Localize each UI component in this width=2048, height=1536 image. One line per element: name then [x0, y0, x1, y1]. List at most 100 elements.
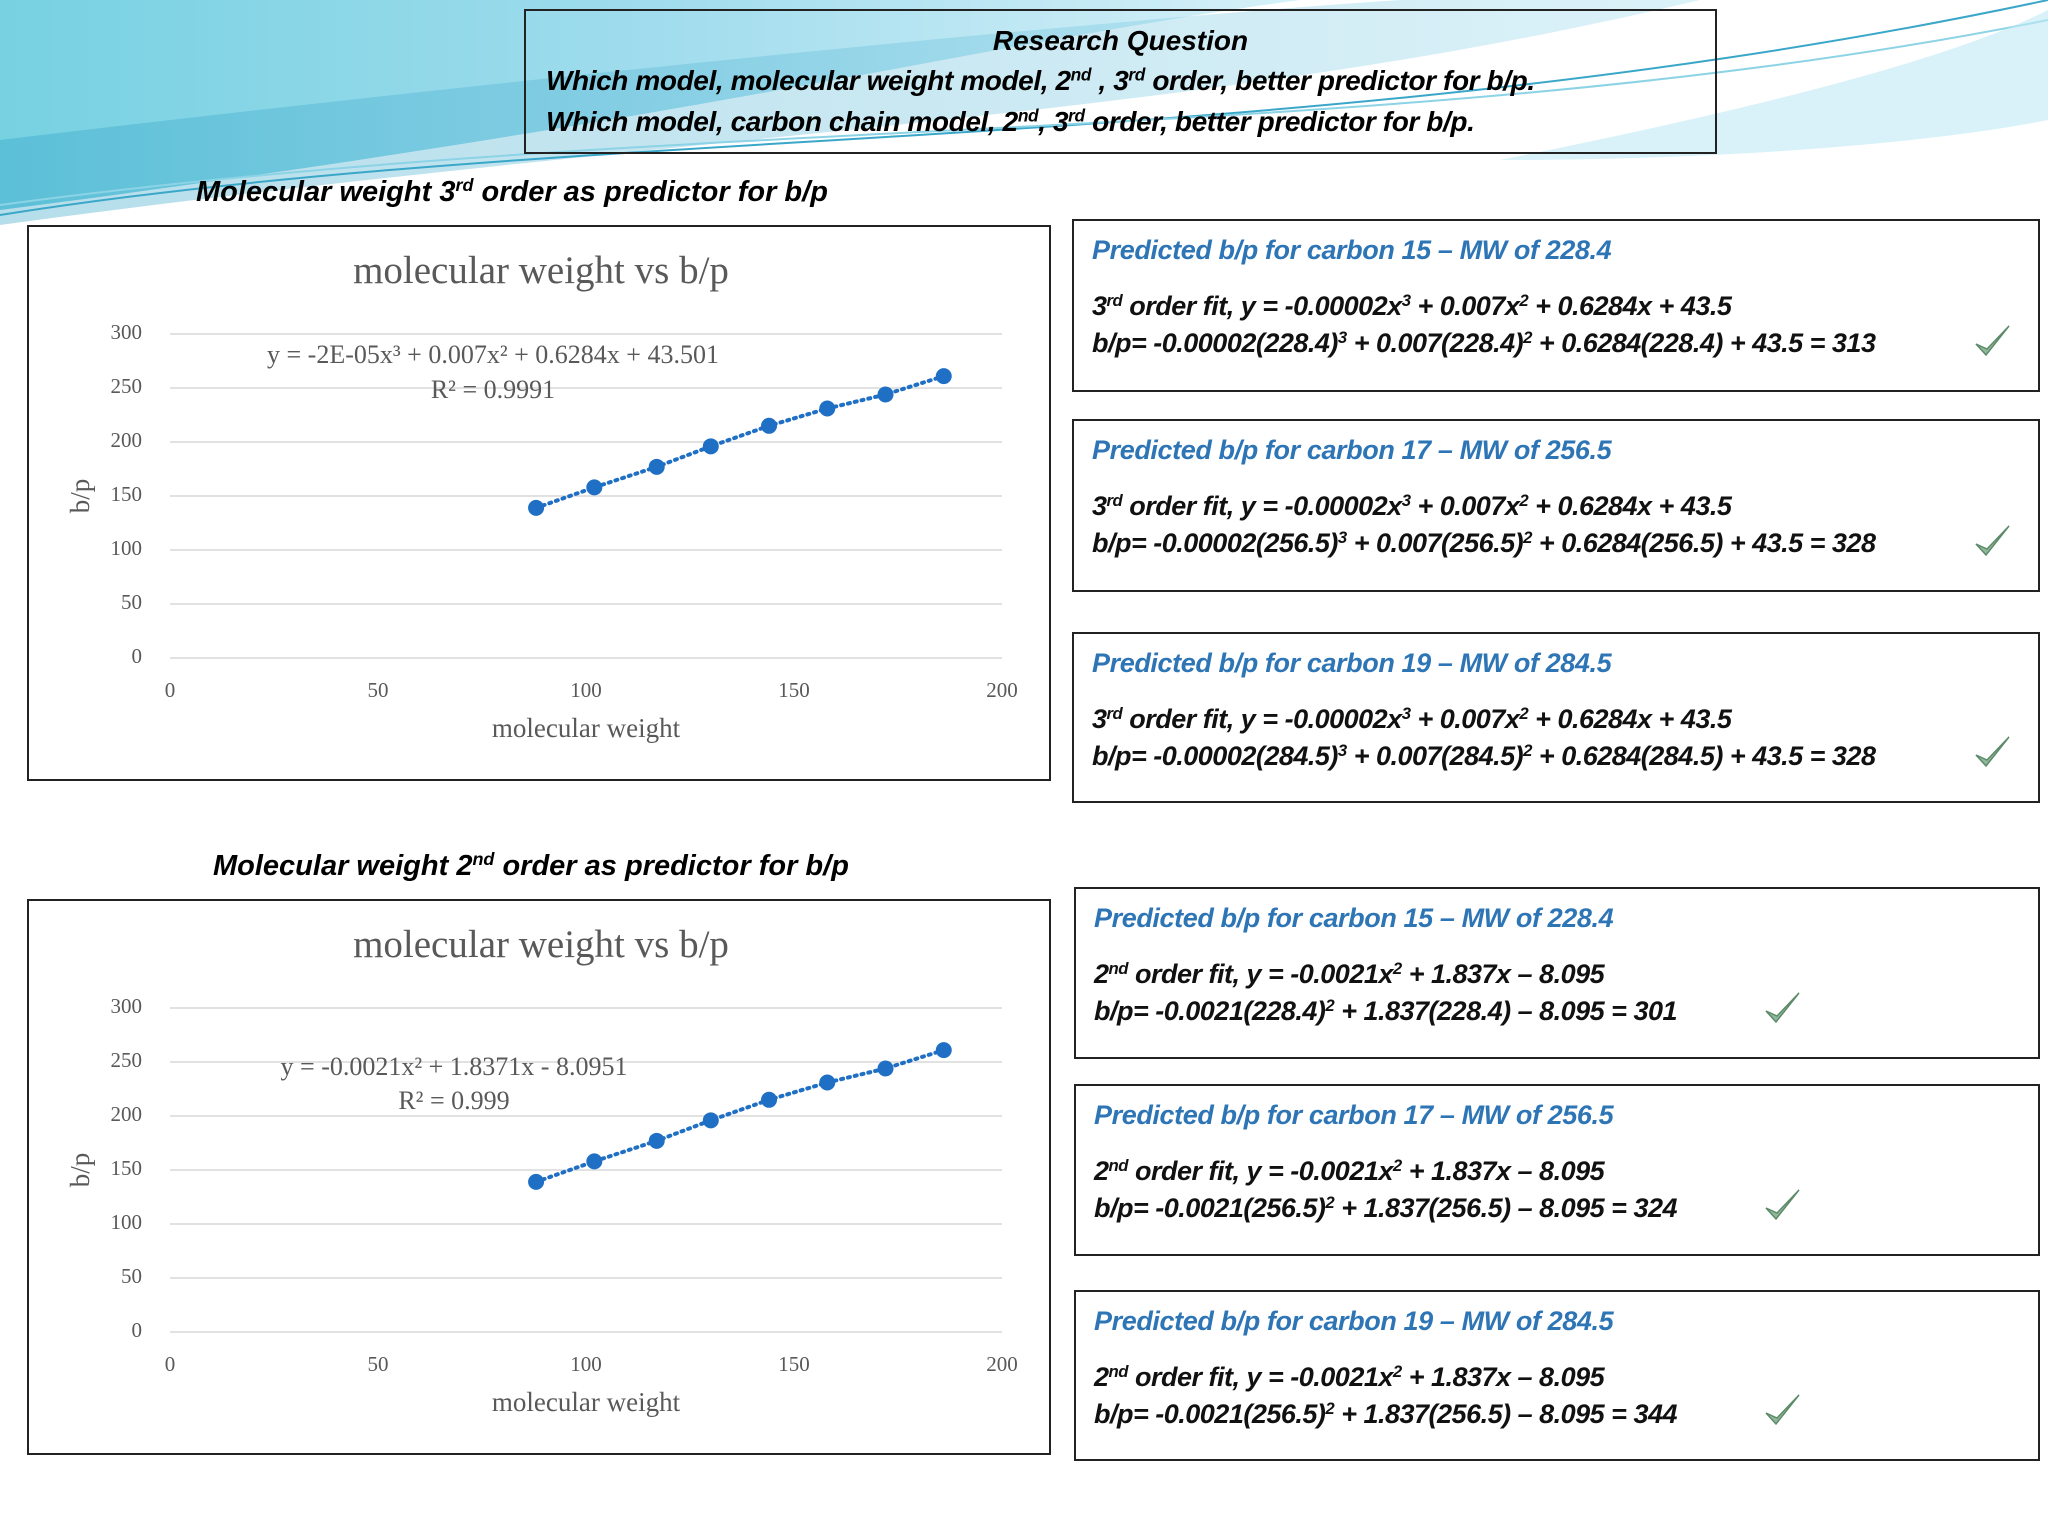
panel-title: Predicted b/p for carbon 17 – MW of 256.…: [1094, 1100, 1614, 1130]
text-segment: Which model, carbon chain model, 2: [546, 106, 1018, 137]
check-icon: [1765, 1394, 1800, 1426]
text-segment: order fit, y = -0.00002x: [1122, 491, 1402, 521]
superscript: nd: [472, 849, 495, 870]
check-icon: [1975, 525, 2010, 557]
text-segment: + 1.837x – 8.095: [1401, 1362, 1605, 1392]
text-segment: order fit, y = -0.0021x: [1127, 1362, 1393, 1392]
text-segment: 3: [1092, 291, 1107, 321]
text-segment: + 0.6284x + 43.5: [1528, 704, 1732, 734]
swoosh-line: [0, 0, 2048, 216]
swoosh: [1500, 10, 2048, 160]
panel-line: 3rd order fit, y = -0.00002x3 + 0.007x2 …: [1092, 490, 1732, 522]
superscript: 2: [1523, 327, 1532, 347]
text-segment: 3: [1092, 704, 1107, 734]
check-mark: [1765, 1394, 1800, 1426]
y-tick-label: 100: [111, 536, 143, 560]
superscript: nd: [1017, 105, 1039, 126]
text-segment: + 0.007x: [1410, 704, 1520, 734]
text-segment: 2: [1094, 1362, 1109, 1392]
check-icon: [1765, 1189, 1800, 1221]
superscript: rd: [1106, 490, 1123, 510]
text-segment: order as predictor for b/p: [494, 850, 849, 882]
superscript: 3: [1337, 327, 1347, 347]
panel-title: Predicted b/p for carbon 15 – MW of 228.…: [1094, 903, 1614, 933]
x-axis-title: molecular weight: [492, 713, 681, 743]
x-tick-label: 100: [570, 678, 602, 702]
panel-title: Predicted b/p for carbon 17 – MW of 256.…: [1092, 435, 1612, 465]
swoosh-line: [0, 19, 2048, 206]
prediction-panel: Predicted b/p for carbon 15 – MW of 228.…: [1074, 887, 2040, 1059]
text-segment: order as predictor for b/p: [473, 176, 828, 208]
x-tick-label: 100: [570, 1352, 602, 1376]
text-segment: + 0.007x: [1410, 491, 1520, 521]
superscript: rd: [1068, 105, 1085, 126]
superscript: nd: [1070, 64, 1092, 85]
text-segment: + 1.837(256.5) – 8.095 = 324: [1334, 1193, 1677, 1223]
superscript: 2: [1519, 490, 1529, 510]
panel-title: Predicted b/p for carbon 19 – MW of 284.…: [1094, 1306, 1614, 1336]
data-point: [648, 1132, 665, 1149]
y-axis-title: b/p: [65, 1153, 95, 1188]
panel-line: 2nd order fit, y = -0.0021x2 + 1.837x – …: [1094, 958, 1605, 990]
text-segment: + 0.007(256.5): [1346, 528, 1524, 558]
y-tick-label: 300: [111, 320, 143, 344]
x-tick-label: 200: [986, 678, 1018, 702]
text-segment: order fit, y = -0.00002x: [1122, 704, 1402, 734]
panel-line: b/p= -0.0021(228.4)2 + 1.837(228.4) – 8.…: [1094, 996, 1677, 1027]
text-segment: + 0.6284(256.5) + 43.5 = 328: [1531, 528, 1876, 558]
text-segment: 2: [1094, 1156, 1109, 1186]
superscript: 2: [1392, 1155, 1402, 1175]
superscript: 2: [1519, 290, 1529, 310]
research-question-line: Which model, carbon chain model, 2nd, 3r…: [546, 105, 1475, 138]
prediction-panel: Predicted b/p for carbon 19 – MW of 284.…: [1074, 1290, 2040, 1461]
panel-line: b/p= -0.0021(256.5)2 + 1.837(256.5) – 8.…: [1094, 1193, 1677, 1224]
chart-heading: Molecular weight 3rd order as predictor …: [196, 176, 828, 209]
text-segment: + 1.837x – 8.095: [1401, 1156, 1605, 1186]
text-segment: Which model, molecular weight model, 2: [546, 65, 1071, 96]
superscript: nd: [1108, 958, 1129, 978]
y-tick-label: 250: [111, 1048, 143, 1072]
text-segment: order fit, y = -0.0021x: [1127, 1156, 1393, 1186]
superscript: rd: [1106, 290, 1123, 310]
text-segment: + 0.6284x + 43.5: [1528, 291, 1732, 321]
panel-line: 2nd order fit, y = -0.0021x2 + 1.837x – …: [1094, 1362, 1605, 1393]
trendline: [534, 1048, 946, 1184]
text-segment: , 3: [1091, 65, 1129, 96]
prediction-panel: Predicted b/p for carbon 17 – MW of 256.…: [1072, 419, 2040, 592]
superscript: 2: [1325, 1192, 1335, 1212]
check-mark: [1975, 325, 2010, 357]
text-segment: + 0.6284(284.5) + 43.5 = 328: [1531, 741, 1876, 771]
x-axis-title: molecular weight: [492, 1387, 681, 1417]
x-tick-label: 50: [368, 678, 389, 702]
data-point: [761, 1091, 778, 1108]
y-tick-label: 200: [111, 428, 143, 452]
prediction-panel: Predicted b/p for carbon 15 – MW of 228.…: [1072, 219, 2040, 392]
chart-title: molecular weight vs b/p: [353, 249, 729, 292]
text-segment: + 1.837x – 8.095: [1401, 959, 1605, 989]
check-mark: [1765, 1189, 1800, 1221]
x-tick-label: 150: [778, 678, 810, 702]
data-point: [877, 1060, 894, 1077]
panel-title: Predicted b/p for carbon 15 – MW of 228.…: [1092, 235, 1612, 265]
panel-line: 3rd order fit, y = -0.00002x3 + 0.007x2 …: [1092, 290, 1732, 322]
text-segment: Molecular weight 2: [213, 850, 473, 882]
y-tick-label: 50: [121, 590, 142, 614]
data-point: [648, 458, 665, 475]
data-point: [528, 1173, 545, 1190]
y-tick-label: 300: [111, 994, 143, 1018]
superscript: 3: [1337, 527, 1347, 547]
check-icon: [1975, 736, 2010, 768]
text-segment: + 0.6284(228.4) + 43.5 = 313: [1531, 328, 1876, 358]
check-icon: [1975, 325, 2010, 357]
data-point: [935, 368, 952, 385]
prediction-panel: Predicted b/p for carbon 17 – MW of 256.…: [1074, 1084, 2040, 1256]
panel-line: 3rd order fit, y = -0.00002x3 + 0.007x2 …: [1092, 704, 1732, 735]
superscript: 3: [1337, 740, 1347, 760]
superscript: 2: [1392, 958, 1402, 978]
superscript: 3: [1401, 290, 1411, 310]
panel-line: b/p= -0.00002(256.5)3 + 0.007(256.5)2 + …: [1092, 527, 1876, 559]
check-icon: [1765, 992, 1800, 1024]
y-tick-label: 200: [111, 1102, 143, 1126]
